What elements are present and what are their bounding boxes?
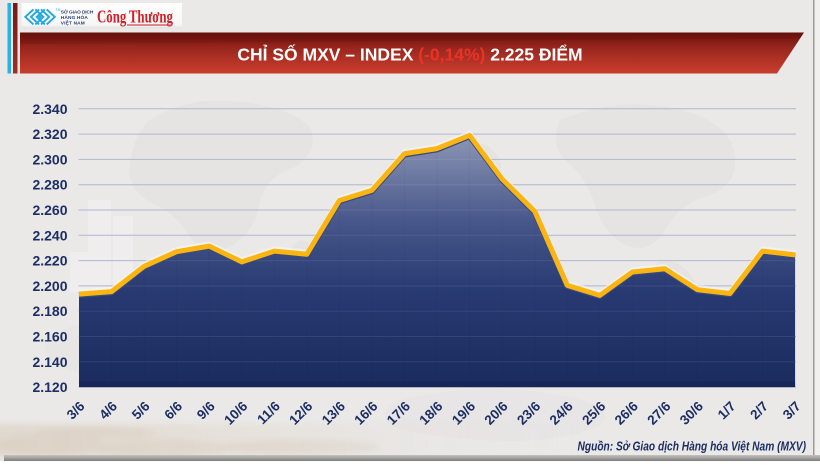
svg-text:2.240: 2.240 — [32, 227, 67, 243]
svg-text:2.340: 2.340 — [32, 101, 67, 117]
svg-text:Công Thương: Công Thương — [97, 7, 173, 27]
svg-text:VIỆT NAM: VIỆT NAM — [61, 18, 85, 26]
svg-text:CHỈ SỐ MXV – INDEX (-0,14%) 2.: CHỈ SỐ MXV – INDEX (-0,14%) 2.225 ĐIỂM — [237, 44, 582, 65]
svg-text:2.200: 2.200 — [32, 278, 67, 294]
svg-text:TM: TM — [56, 8, 61, 12]
svg-text:2.280: 2.280 — [32, 177, 67, 193]
svg-text:2.320: 2.320 — [32, 126, 67, 142]
svg-text:2.180: 2.180 — [32, 303, 67, 319]
svg-text:Nguồn: Sở Giao dịch Hàng hóa V: Nguồn: Sở Giao dịch Hàng hóa Việt Nam (M… — [578, 439, 807, 454]
svg-text:2.140: 2.140 — [32, 354, 67, 370]
svg-text:HÀNG HÓA: HÀNG HÓA — [61, 13, 89, 21]
svg-text:2.220: 2.220 — [32, 253, 67, 269]
svg-text:2.300: 2.300 — [32, 151, 67, 167]
svg-text:SỞ GIAO DỊCH: SỞ GIAO DỊCH — [61, 9, 94, 16]
svg-text:2.160: 2.160 — [32, 329, 67, 345]
svg-text:2.120: 2.120 — [32, 379, 67, 395]
svg-text:2.260: 2.260 — [32, 202, 67, 218]
